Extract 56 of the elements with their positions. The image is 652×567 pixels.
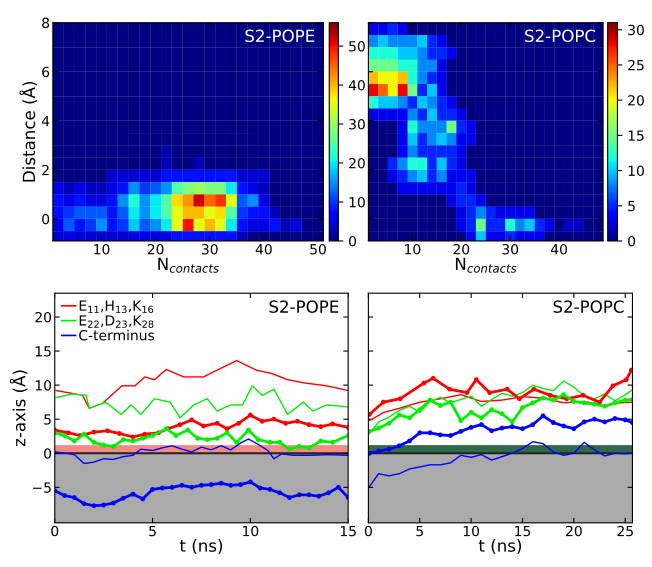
x-tick-label: 30 xyxy=(502,244,518,255)
legend-label: E$_{11}$,H$_{13}$,K$_{16}$ xyxy=(80,300,154,314)
legend-label: C-terminus xyxy=(79,330,154,340)
color-bar-label: 5 xyxy=(628,200,635,212)
y-tick-label: 0 xyxy=(44,448,52,459)
y-tick-label: 15 xyxy=(36,346,51,357)
x-tick-label: 5 xyxy=(416,526,423,536)
x-tick-label: 10 xyxy=(94,244,110,255)
x-tick-label: 10 xyxy=(464,526,480,536)
x-tick-label: 20 xyxy=(148,244,164,255)
color-bar-label: 30 xyxy=(349,119,365,130)
x-tick-label: 30 xyxy=(202,244,218,255)
color-bar-label: 0 xyxy=(349,236,356,246)
color-bar-label: 30 xyxy=(628,24,644,36)
x-tick-label: 10 xyxy=(243,526,258,536)
color-bar-label: 10 xyxy=(628,166,644,176)
x-axis-title: N$_{contacts}$ xyxy=(456,258,516,273)
annotation: S2-POPE xyxy=(245,30,314,42)
x-tick-label: 0 xyxy=(51,526,58,536)
color-bar-label: 50 xyxy=(349,41,365,52)
x-tick-label: 40 xyxy=(550,244,568,255)
y-tick-label: 8 xyxy=(42,18,50,28)
annotation: S2-POPC xyxy=(525,30,596,42)
x-tick-label: 25 xyxy=(617,526,633,536)
x-tick-label: 15 xyxy=(515,526,530,536)
y-tick-label: 2 xyxy=(42,164,49,176)
color-bar-label: 25 xyxy=(628,60,644,70)
legend-label: E$_{22}$,D$_{23}$,K$_{28}$ xyxy=(80,315,154,328)
annotation: S2-POPC xyxy=(554,300,624,313)
x-tick-label: 0 xyxy=(364,526,372,536)
color-bar-label: 20 xyxy=(628,95,644,106)
y-tick-label: 5 xyxy=(44,414,51,425)
x-axis-title: N$_{contacts}$ xyxy=(158,258,219,273)
color-bar-label: 0 xyxy=(628,236,636,246)
y-tick-label: 6 xyxy=(42,66,50,78)
x-axis-title: t (ns) xyxy=(180,539,222,554)
color-bar-label: 40 xyxy=(348,80,365,91)
x-tick-label: 20 xyxy=(566,526,582,536)
y-axis-title: z-axis (Å) xyxy=(10,370,28,446)
color-bar-label: 10 xyxy=(350,196,365,208)
color-bar-label: 20 xyxy=(349,158,365,168)
x-tick-label: 5 xyxy=(149,526,156,536)
x-axis-title: t (ns) xyxy=(478,539,522,554)
x-tick-label: 10 xyxy=(405,244,420,255)
y-tick-label: 10 xyxy=(36,380,52,391)
annotation: S2-POPE xyxy=(270,300,338,313)
y-tick-label: −5 xyxy=(32,482,51,493)
y-axis-title: Distance (Å) xyxy=(19,82,38,182)
color-bar-label: 15 xyxy=(628,130,644,141)
x-tick-label: 15 xyxy=(340,526,356,536)
x-tick-label: 50 xyxy=(310,244,326,255)
x-tick-label: 20 xyxy=(453,244,470,255)
y-tick-label: 20 xyxy=(35,312,52,322)
y-tick-label: 0 xyxy=(42,214,50,224)
x-tick-label: 40 xyxy=(256,244,272,255)
y-tick-label: 4 xyxy=(42,116,50,126)
